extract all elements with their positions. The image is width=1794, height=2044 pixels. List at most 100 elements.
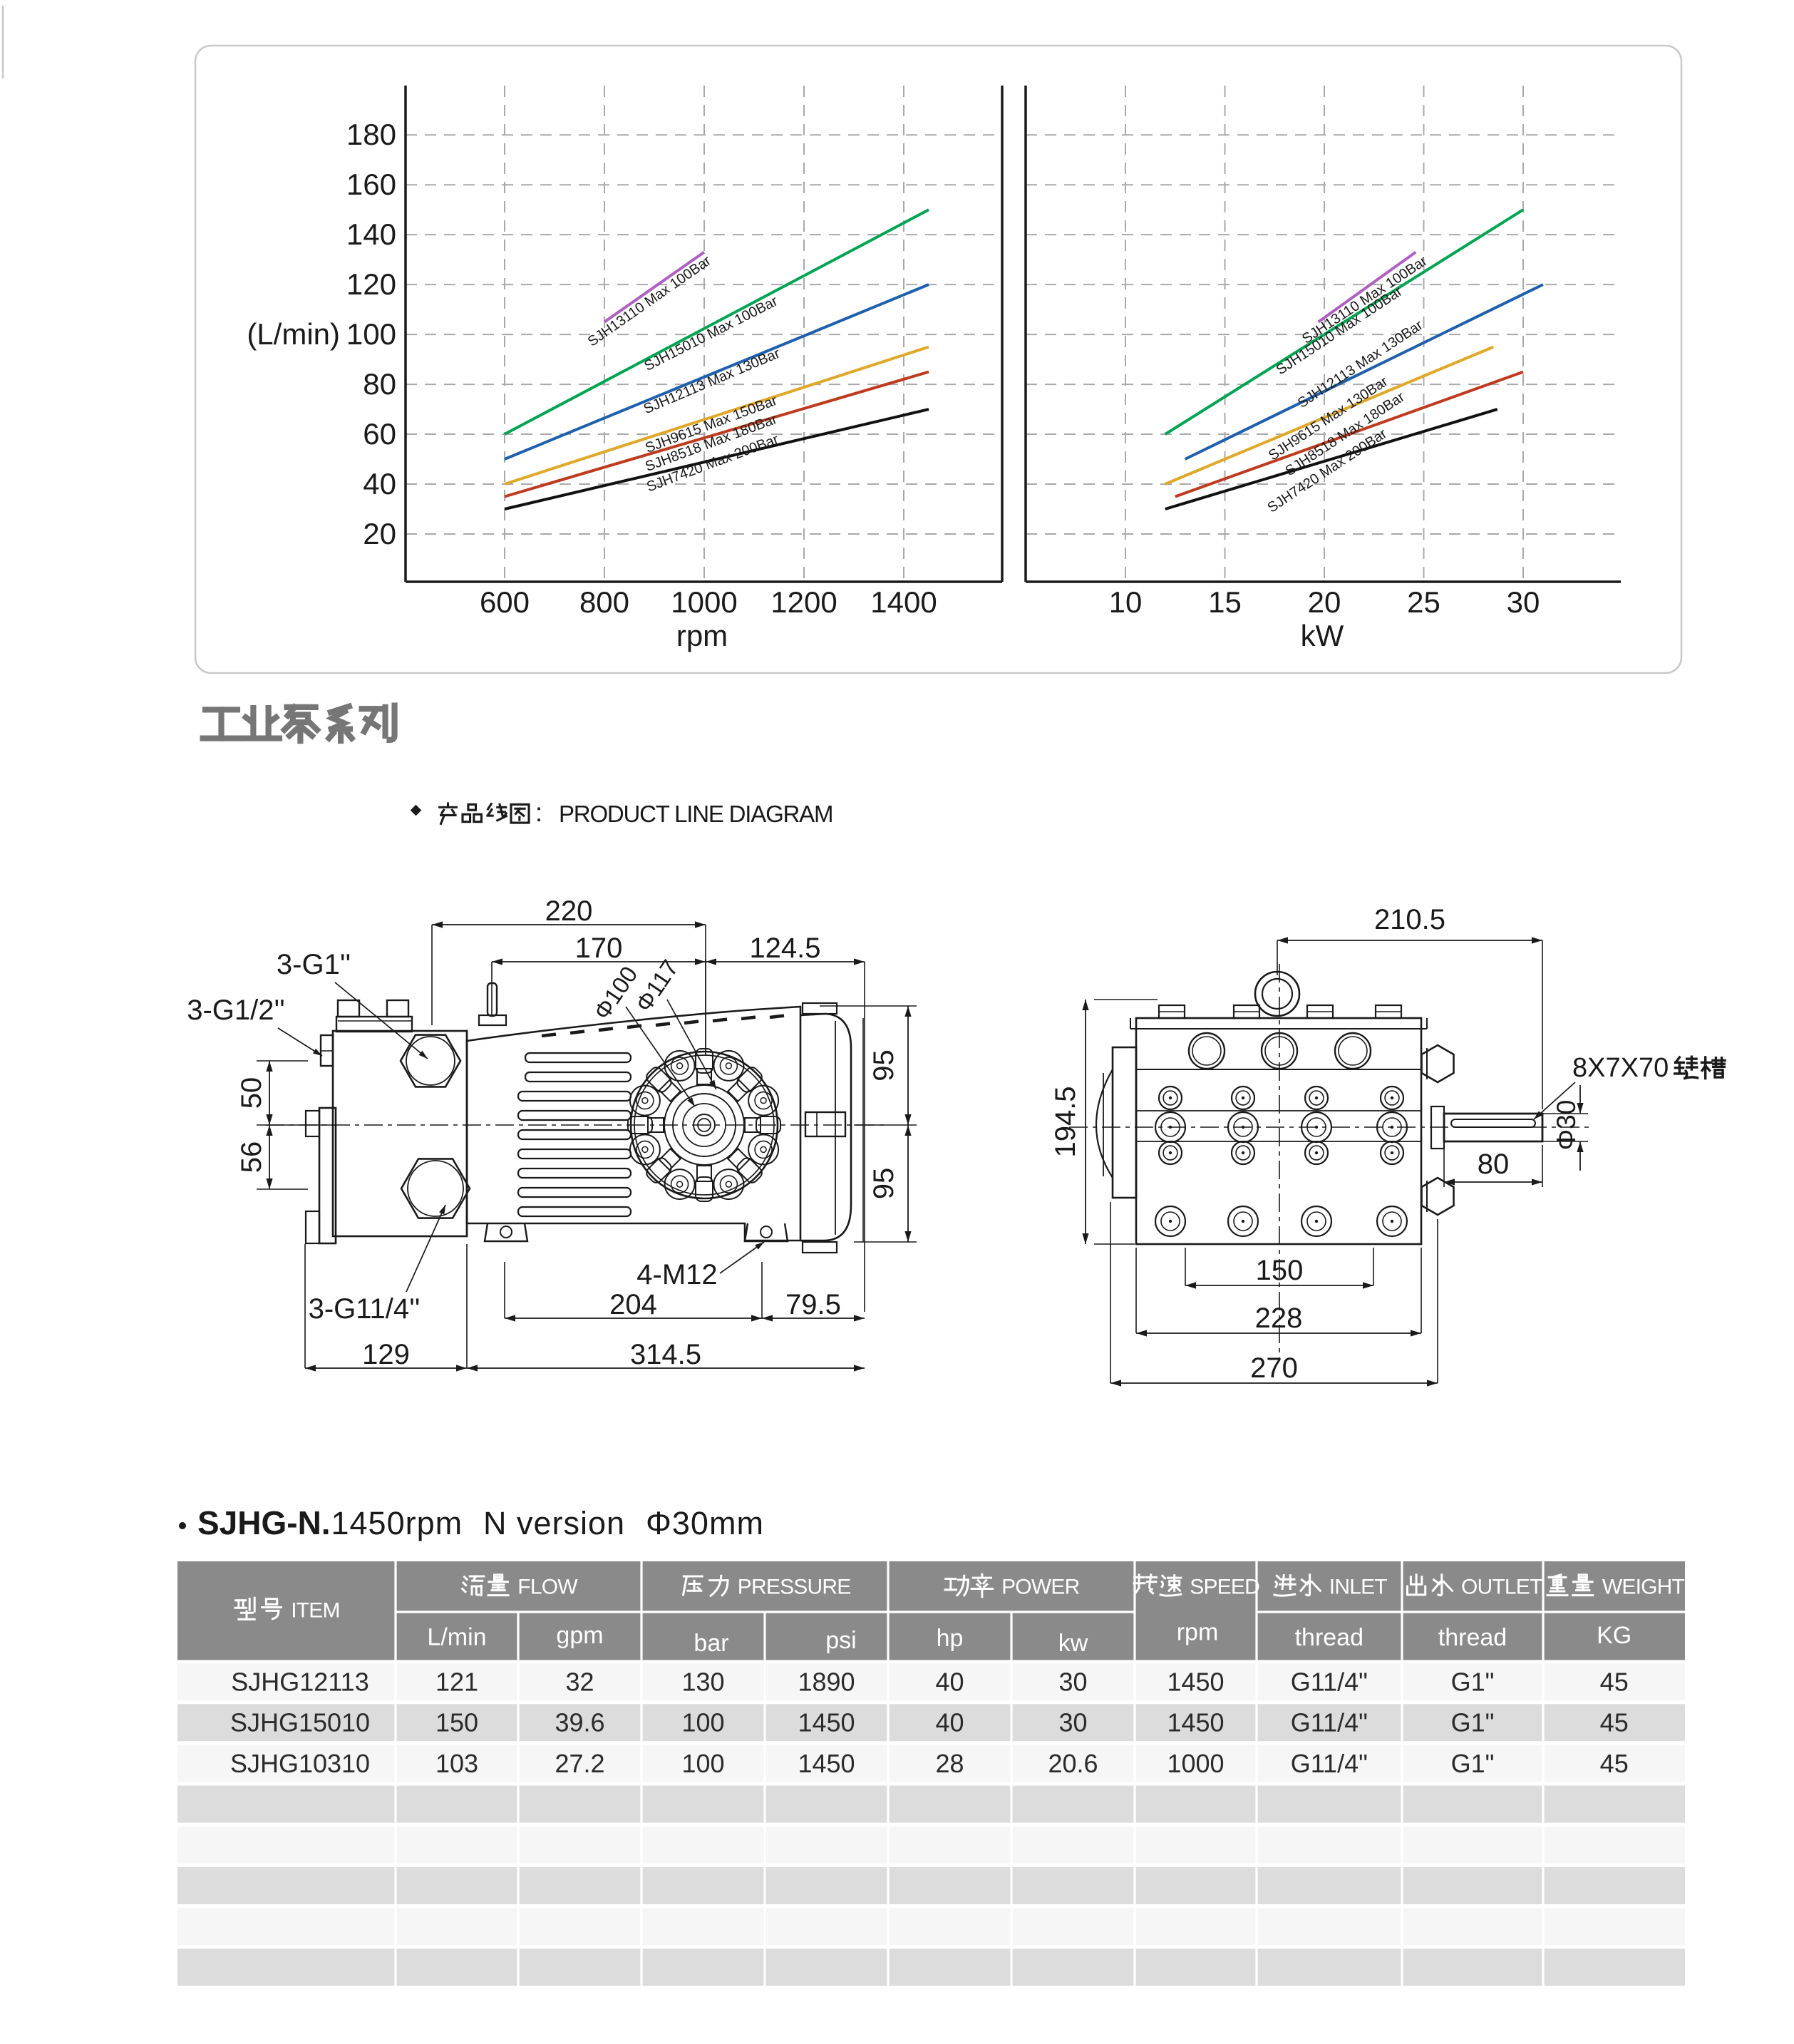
svg-text:SPEED: SPEED xyxy=(1190,1576,1259,1599)
svg-text:120: 120 xyxy=(346,267,396,301)
svg-text:800: 800 xyxy=(579,585,629,619)
svg-text:124.5: 124.5 xyxy=(749,933,820,964)
svg-text:gpm: gpm xyxy=(556,1622,603,1649)
svg-text:28: 28 xyxy=(935,1749,964,1778)
svg-text:80: 80 xyxy=(363,367,396,401)
svg-text:25: 25 xyxy=(1407,585,1440,619)
svg-text:G11/4": G11/4" xyxy=(1291,1668,1368,1697)
svg-text:100: 100 xyxy=(346,317,396,351)
svg-text:50: 50 xyxy=(236,1077,267,1109)
svg-text:40: 40 xyxy=(363,467,396,500)
svg-text:L/min: L/min xyxy=(427,1624,486,1651)
svg-text:27.2: 27.2 xyxy=(555,1749,604,1778)
svg-text:228: 228 xyxy=(1255,1303,1303,1334)
svg-text:95: 95 xyxy=(868,1049,899,1082)
svg-text:rpm: rpm xyxy=(676,619,728,652)
svg-text:129: 129 xyxy=(362,1339,410,1370)
svg-text:10: 10 xyxy=(1109,585,1143,619)
svg-text:56: 56 xyxy=(236,1141,267,1173)
svg-text:WEIGHT: WEIGHT xyxy=(1602,1576,1685,1599)
svg-text:N version: N version xyxy=(483,1505,625,1541)
svg-text:PRESSURE: PRESSURE xyxy=(738,1576,851,1599)
svg-text:INLET: INLET xyxy=(1329,1576,1387,1599)
svg-text:1450rpm: 1450rpm xyxy=(331,1505,463,1541)
svg-text:100: 100 xyxy=(681,1708,724,1737)
svg-text:3-G1/2'': 3-G1/2'' xyxy=(187,995,285,1026)
svg-text:1450: 1450 xyxy=(1167,1668,1224,1697)
svg-text:121: 121 xyxy=(435,1668,478,1697)
svg-text:45: 45 xyxy=(1600,1708,1629,1737)
svg-text:psi: psi xyxy=(825,1627,856,1654)
svg-text:220: 220 xyxy=(545,895,593,927)
svg-text:180: 180 xyxy=(346,118,396,151)
svg-text::: : xyxy=(535,798,542,827)
svg-text:140: 140 xyxy=(346,217,396,251)
svg-text:1450: 1450 xyxy=(798,1708,855,1737)
svg-text:1890: 1890 xyxy=(798,1668,855,1697)
svg-text:30: 30 xyxy=(1058,1708,1087,1737)
svg-text:30: 30 xyxy=(1507,585,1540,619)
svg-text:SJHG-N.: SJHG-N. xyxy=(197,1504,331,1541)
svg-text:POWER: POWER xyxy=(1001,1576,1079,1599)
svg-text:30: 30 xyxy=(1058,1668,1087,1697)
svg-text:KG: KG xyxy=(1597,1622,1631,1649)
svg-text:1450: 1450 xyxy=(1167,1708,1224,1737)
svg-text:600: 600 xyxy=(480,585,530,619)
svg-text:G1": G1" xyxy=(1451,1668,1495,1697)
svg-text:1400: 1400 xyxy=(870,585,937,619)
svg-text:SJHG12113: SJHG12113 xyxy=(231,1668,368,1697)
svg-text:60: 60 xyxy=(363,417,396,451)
svg-text:3-G1'': 3-G1'' xyxy=(277,949,351,980)
svg-text:OUTLET: OUTLET xyxy=(1461,1576,1542,1599)
svg-text:1000: 1000 xyxy=(1167,1749,1224,1778)
svg-text:G11/4": G11/4" xyxy=(1291,1749,1368,1778)
svg-text:20: 20 xyxy=(1308,585,1341,619)
svg-text:130: 130 xyxy=(681,1668,724,1697)
svg-text:bar: bar xyxy=(694,1630,728,1657)
svg-text:45: 45 xyxy=(1600,1749,1629,1778)
svg-text:8X7X70: 8X7X70 xyxy=(1572,1053,1669,1083)
svg-text:1000: 1000 xyxy=(671,585,737,619)
svg-text:40: 40 xyxy=(935,1708,964,1737)
svg-text:39.6: 39.6 xyxy=(555,1708,604,1737)
svg-text:3-G11/4'': 3-G11/4'' xyxy=(309,1293,421,1325)
svg-text:FLOW: FLOW xyxy=(517,1576,578,1599)
svg-text:1200: 1200 xyxy=(770,585,837,619)
svg-text:Φ30: Φ30 xyxy=(1552,1100,1581,1151)
svg-text:PRODUCT LINE DIAGRAM: PRODUCT LINE DIAGRAM xyxy=(559,801,832,827)
svg-text:G11/4": G11/4" xyxy=(1291,1708,1368,1737)
svg-text:170: 170 xyxy=(575,933,623,964)
svg-text:20.6: 20.6 xyxy=(1048,1749,1098,1778)
svg-text:270: 270 xyxy=(1250,1352,1298,1384)
svg-text:SJHG10310: SJHG10310 xyxy=(230,1749,370,1778)
svg-text:hp: hp xyxy=(937,1625,964,1652)
svg-text:103: 103 xyxy=(435,1749,478,1778)
svg-text:40: 40 xyxy=(935,1668,964,1697)
svg-text:80: 80 xyxy=(1478,1149,1510,1180)
svg-text:204: 204 xyxy=(609,1289,657,1320)
svg-text:150: 150 xyxy=(435,1708,478,1737)
svg-text:G1": G1" xyxy=(1451,1708,1495,1737)
svg-text:314.5: 314.5 xyxy=(630,1339,701,1370)
svg-text:kw: kw xyxy=(1058,1630,1088,1657)
svg-text:100: 100 xyxy=(681,1749,724,1778)
svg-text:1450: 1450 xyxy=(798,1749,855,1778)
svg-text:79.5: 79.5 xyxy=(785,1289,841,1320)
svg-text:thread: thread xyxy=(1438,1624,1507,1651)
svg-text:4-M12: 4-M12 xyxy=(636,1259,717,1290)
svg-text:15: 15 xyxy=(1208,585,1242,619)
svg-text:rpm: rpm xyxy=(1177,1619,1219,1646)
svg-text:20: 20 xyxy=(363,517,396,550)
svg-text:(L/min): (L/min) xyxy=(247,317,340,351)
svg-text:194.5: 194.5 xyxy=(1050,1086,1081,1157)
svg-text:Φ30mm: Φ30mm xyxy=(646,1505,764,1541)
svg-text:ITEM: ITEM xyxy=(291,1599,339,1623)
svg-text:G1": G1" xyxy=(1451,1749,1495,1778)
svg-text:210.5: 210.5 xyxy=(1374,904,1445,935)
svg-text:95: 95 xyxy=(868,1168,899,1200)
svg-text:32: 32 xyxy=(565,1668,594,1697)
svg-text:45: 45 xyxy=(1600,1668,1629,1697)
svg-text:kW: kW xyxy=(1301,619,1344,652)
svg-text:SJHG15010: SJHG15010 xyxy=(230,1708,370,1737)
svg-text:160: 160 xyxy=(346,168,396,201)
